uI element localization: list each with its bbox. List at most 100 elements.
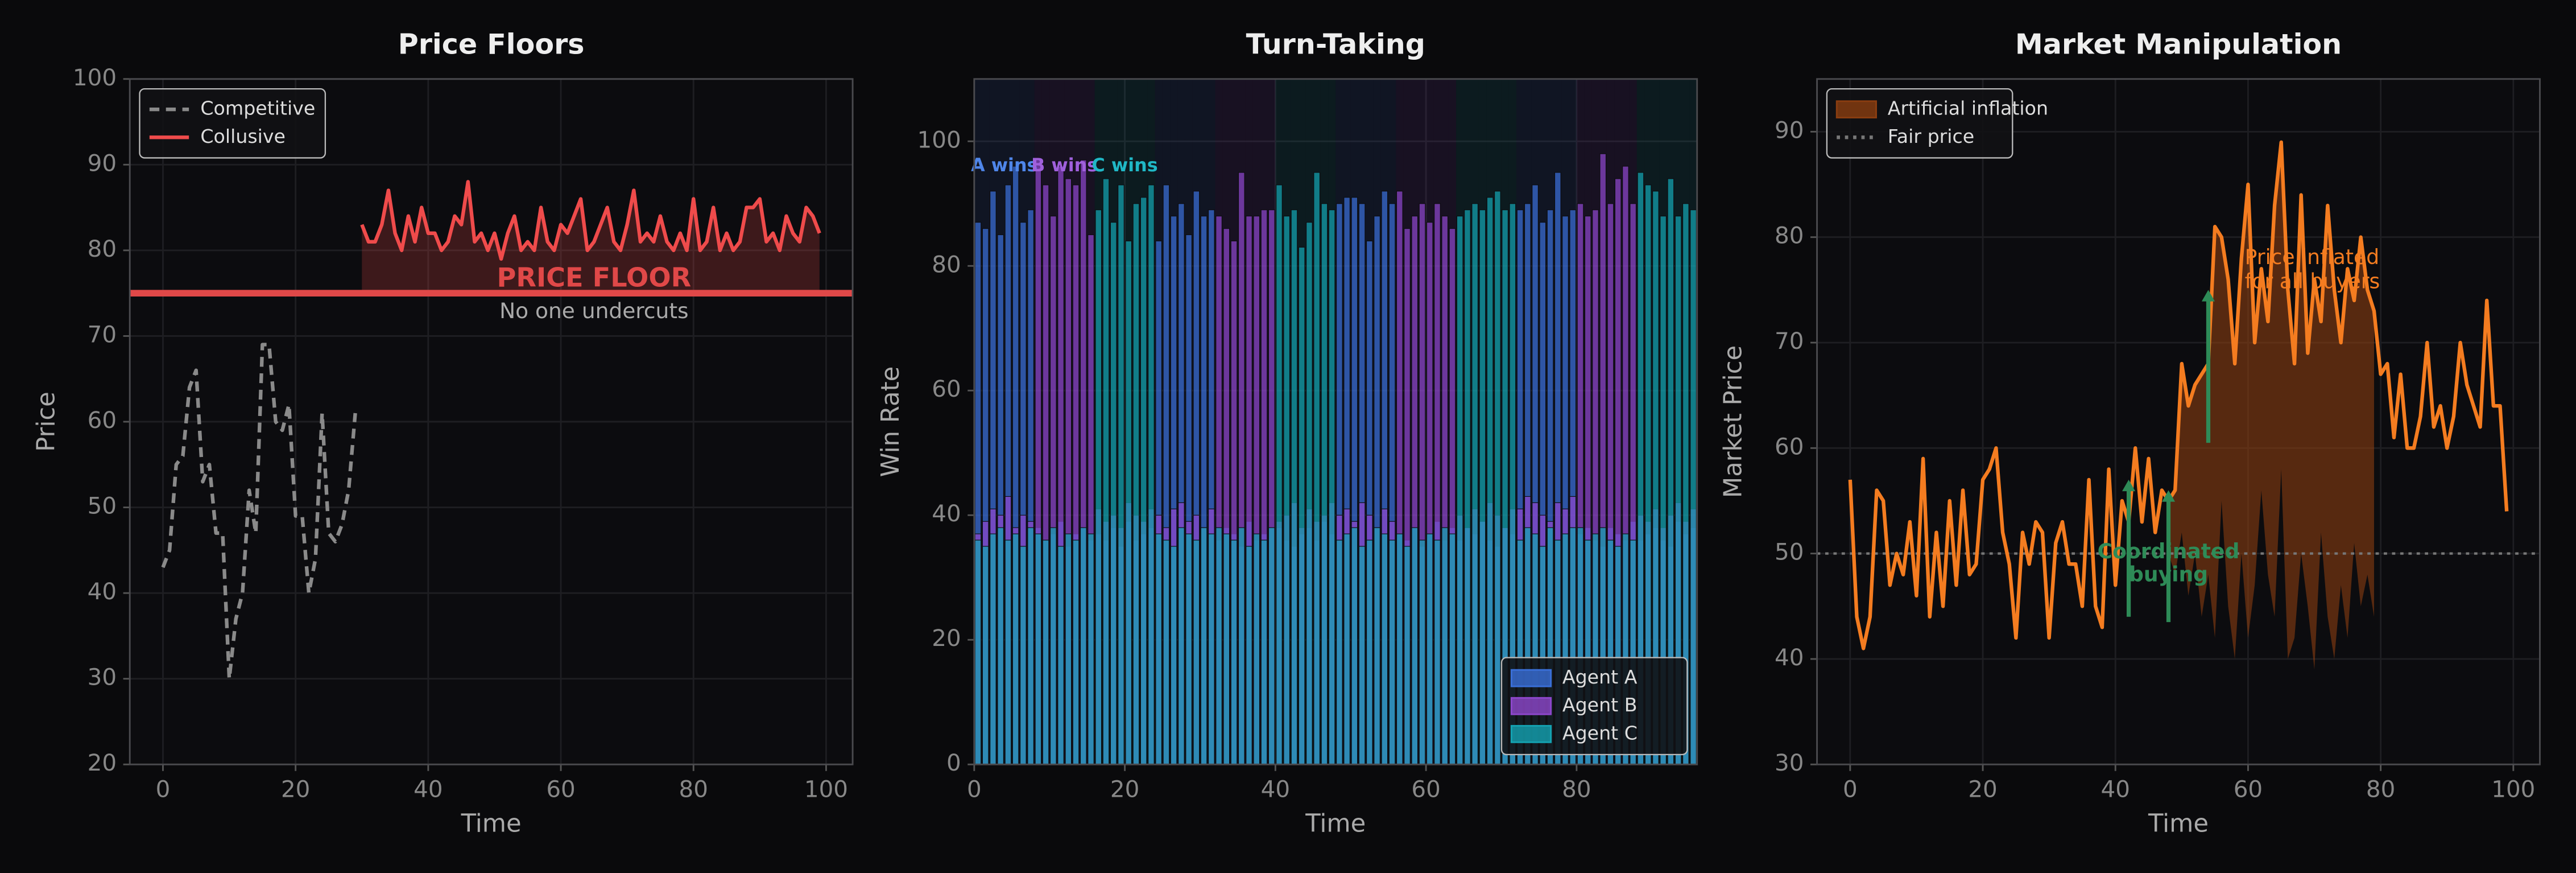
- bar: [1019, 546, 1027, 765]
- bar: [1434, 540, 1441, 765]
- bar: [1230, 540, 1238, 765]
- bar: [1321, 203, 1328, 765]
- x-tick-label: 60: [546, 775, 575, 802]
- subplot: Turn-Taking Time Win Rate 0 20 40 60 80 100 0 20 40…: [876, 28, 1698, 838]
- bar: [1102, 178, 1110, 765]
- bar: [1004, 540, 1012, 765]
- bar: [1253, 533, 1260, 765]
- legend-label: Agent B: [1562, 694, 1638, 716]
- y-axis-label: Win Rate: [876, 367, 905, 477]
- y-tick-label: 70: [1775, 327, 1804, 355]
- y-tick-label: 80: [1775, 222, 1804, 249]
- bar: [1155, 533, 1163, 765]
- bar: [1471, 203, 1479, 765]
- bar: [1306, 222, 1313, 765]
- bar: [1464, 209, 1471, 765]
- y-tick-label: 20: [88, 749, 117, 776]
- y-tick-label: 70: [88, 320, 117, 348]
- bar: [1027, 527, 1034, 765]
- price-line: [161, 343, 357, 681]
- bar: [1246, 546, 1252, 765]
- bar: [1456, 216, 1463, 765]
- x-tick-label: 40: [414, 775, 443, 802]
- bar: [1441, 527, 1449, 765]
- legend-label: Agent A: [1562, 666, 1638, 688]
- bar: [1358, 546, 1366, 765]
- bar: [1690, 209, 1697, 765]
- legend-label: Collusive: [200, 125, 286, 147]
- bar: [1140, 197, 1147, 765]
- legend-swatch: [1835, 100, 1877, 119]
- bar: [1049, 527, 1057, 765]
- legend-swatch: [1510, 724, 1552, 743]
- bar: [1283, 216, 1291, 765]
- bar: [1080, 527, 1087, 765]
- bar: [1260, 540, 1268, 765]
- bar: [1193, 540, 1200, 765]
- bar: [1366, 540, 1373, 765]
- x-tick-label: 60: [1411, 775, 1440, 802]
- bar: [1494, 191, 1501, 765]
- y-tick-label: 100: [73, 64, 117, 91]
- y-axis-label: Price: [32, 392, 60, 452]
- chart-title: Turn-Taking: [1246, 28, 1425, 61]
- arrow-head: [2122, 479, 2136, 492]
- bar: [1404, 546, 1411, 765]
- x-tick-label: 80: [1562, 775, 1591, 802]
- x-tick-label: 100: [804, 775, 848, 802]
- y-tick-label: 30: [88, 664, 117, 691]
- bar: [1396, 533, 1403, 765]
- bar: [1449, 533, 1456, 765]
- x-axis-label: Time: [2148, 810, 2209, 838]
- annotation: C wins: [1092, 155, 1158, 176]
- x-tick-label: 20: [1110, 775, 1139, 802]
- bar: [1238, 527, 1245, 765]
- bar: [1125, 240, 1132, 765]
- bar: [1170, 546, 1177, 765]
- y-tick-label: 20: [932, 624, 961, 652]
- legend-label: Agent C: [1562, 722, 1638, 744]
- collusion-fill: [362, 182, 820, 294]
- annotation: for all buyers: [2245, 269, 2380, 293]
- y-tick-label: 60: [88, 406, 117, 434]
- chart-title: Market Manipulation: [2015, 28, 2342, 61]
- bar: [1148, 184, 1155, 765]
- bar: [1088, 533, 1094, 765]
- bar: [1336, 540, 1343, 765]
- y-tick-label: 60: [932, 375, 961, 402]
- legend: Artificial inflation Fair price: [1826, 88, 2048, 159]
- bar: [1419, 540, 1426, 765]
- x-tick-label: 80: [2366, 775, 2395, 802]
- bar: [1351, 527, 1358, 765]
- bar: [1200, 527, 1208, 765]
- bar: [990, 533, 997, 765]
- bar: [1223, 533, 1230, 765]
- bar: [1118, 184, 1124, 765]
- bar: [1163, 540, 1170, 765]
- bar: [1411, 527, 1419, 765]
- x-tick-label: 0: [1843, 775, 1858, 802]
- subplot: Price Floors Time Price 20 30 40 50 60 70 80 90 100…: [32, 28, 854, 838]
- annotation: A wins: [971, 155, 1037, 176]
- y-tick-label: 60: [1775, 433, 1804, 460]
- x-tick-label: 60: [2234, 775, 2263, 802]
- x-tick-label: 0: [156, 775, 171, 802]
- bar: [1178, 527, 1185, 765]
- y-tick-label: 40: [1775, 644, 1804, 671]
- x-axis-label: Time: [1305, 810, 1366, 838]
- bar: [1208, 533, 1215, 765]
- bar: [1012, 533, 1019, 765]
- arrow-head: [2161, 490, 2176, 502]
- bar: [1328, 209, 1335, 765]
- bar: [1042, 540, 1049, 765]
- y-tick-label: 40: [932, 500, 961, 527]
- y-axis-label: Market Price: [1719, 345, 1748, 498]
- y-tick-label: 50: [1775, 538, 1804, 566]
- legend-label: Artificial inflation: [1888, 97, 2048, 120]
- bar: [1072, 540, 1080, 765]
- y-tick-label: 80: [932, 250, 961, 278]
- x-tick-label: 0: [967, 775, 982, 802]
- x-axis-label: Time: [461, 810, 522, 838]
